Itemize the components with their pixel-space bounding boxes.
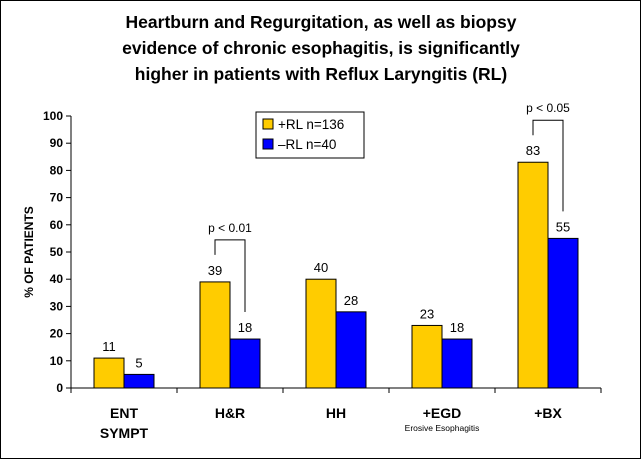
data-label: 55 bbox=[556, 219, 570, 234]
x-category-label: ENT bbox=[110, 405, 138, 421]
y-tick-label: 70 bbox=[50, 191, 64, 205]
y-tick-label: 90 bbox=[50, 136, 64, 150]
x-category-label: HH bbox=[326, 405, 346, 421]
legend-label: +RL n=136 bbox=[278, 117, 344, 132]
bar bbox=[411, 324, 443, 389]
y-tick-label: 60 bbox=[50, 218, 64, 232]
plot-area: 0 10 20 30 40 50 60 70 80 90 100 11 5 ENT SYMPT 39 18 H&R… bbox=[43, 101, 602, 441]
bar bbox=[93, 357, 125, 389]
y-tick-label: 40 bbox=[50, 272, 64, 286]
x-category-label: +EGD bbox=[423, 405, 462, 421]
bar bbox=[199, 281, 231, 389]
chart-title-line: higher in patients with Reflux Laryngiti… bbox=[135, 64, 507, 84]
chart-title-line: Heartburn and Regurgitation, as well as … bbox=[126, 12, 517, 32]
y-tick-label: 20 bbox=[50, 327, 64, 341]
x-category-sublabel: Erosive Esophagitis bbox=[405, 423, 480, 433]
y-tick-label: 50 bbox=[50, 245, 64, 259]
chart-title: Heartburn and Regurgitation, as well as … bbox=[122, 12, 520, 84]
bar bbox=[335, 311, 367, 389]
bar bbox=[123, 373, 155, 389]
y-tick-label: 30 bbox=[50, 299, 64, 313]
data-label: 28 bbox=[344, 293, 358, 308]
x-category-label: +BX bbox=[534, 405, 562, 421]
y-axis-title: % OF PATIENTS bbox=[22, 206, 36, 298]
legend-swatch bbox=[262, 138, 274, 150]
data-label: 18 bbox=[238, 320, 252, 335]
significance-bracket bbox=[214, 239, 246, 313]
data-label: 18 bbox=[450, 320, 464, 335]
data-label: 83 bbox=[526, 143, 540, 158]
significance-label: p < 0.01 bbox=[208, 221, 252, 235]
y-tick-label: 0 bbox=[56, 381, 63, 395]
significance-bracket bbox=[532, 119, 564, 212]
bar bbox=[305, 278, 337, 389]
data-label: 39 bbox=[208, 263, 222, 278]
bar bbox=[229, 338, 261, 389]
legend-swatch bbox=[262, 118, 274, 130]
data-label: 11 bbox=[102, 339, 116, 354]
x-category-label: H&R bbox=[215, 405, 245, 421]
legend-box bbox=[255, 111, 365, 159]
data-label: 40 bbox=[314, 260, 328, 275]
significance-label: p < 0.05 bbox=[526, 101, 570, 115]
y-tick-label: 80 bbox=[50, 163, 64, 177]
bar bbox=[547, 237, 579, 389]
bar bbox=[517, 161, 549, 389]
legend: +RL n=136 –RL n=40 bbox=[255, 111, 365, 159]
x-category-label-line2: SYMPT bbox=[100, 425, 149, 441]
data-label: 23 bbox=[420, 306, 434, 321]
data-label: 5 bbox=[135, 355, 142, 370]
y-tick-label: 10 bbox=[50, 354, 64, 368]
chart-title-line: evidence of chronic esophagitis, is sign… bbox=[122, 38, 520, 58]
y-tick-label: 100 bbox=[43, 109, 63, 123]
legend-label: –RL n=40 bbox=[278, 137, 336, 152]
bar bbox=[441, 338, 473, 389]
